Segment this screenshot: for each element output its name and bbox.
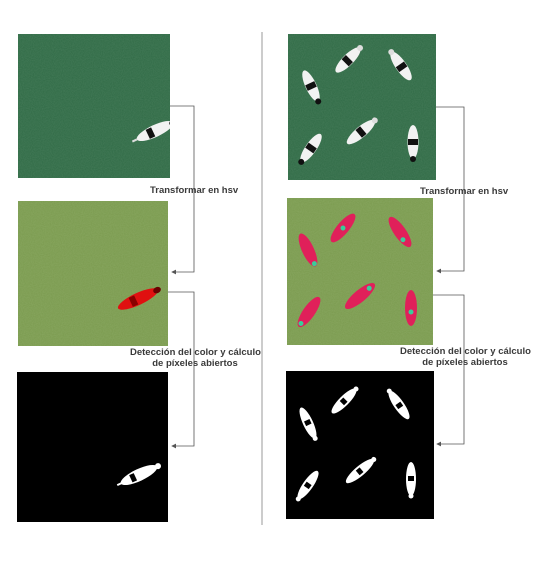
label-hsv-left: Transformar en hsv — [150, 185, 238, 196]
label-detection-right-line1: Detección del color y cálculo — [400, 346, 531, 357]
cow-icon — [297, 296, 321, 328]
left-hsv-image — [18, 201, 168, 346]
label-detection-right-line2: de píxeles abiertos — [422, 357, 508, 368]
label-hsv-right: Transformar en hsv — [420, 186, 508, 197]
right-original-image — [288, 34, 436, 180]
cow-icon — [116, 463, 162, 487]
right-mask-image — [286, 371, 434, 519]
cow-icon — [131, 119, 170, 143]
cow-icon — [302, 70, 322, 105]
cow-icon — [335, 44, 364, 73]
label-detection-left-line1: Detección del color y cálculo — [130, 347, 261, 358]
cow-icon — [346, 117, 378, 145]
cow-icon — [330, 213, 356, 243]
left-original-image — [18, 34, 170, 178]
cow-icon — [298, 233, 318, 267]
cow-icon — [407, 125, 419, 162]
left-mask-image — [17, 372, 168, 522]
connector-hsv-right — [436, 106, 465, 274]
label-hsv-right-text: Transformar en hsv — [420, 186, 509, 197]
cow-icon — [331, 386, 359, 414]
connector-hsv-left — [170, 105, 195, 275]
cow-icon — [406, 462, 416, 499]
cow-icon — [295, 470, 319, 502]
label-hsv-left-text: Transformar en hsv — [150, 185, 239, 196]
label-detection-left-line2: de píxeles abiertos — [152, 358, 238, 369]
connector-detection-left — [168, 291, 195, 449]
label-detection-right: Detección del color y cálculo de píxeles… — [400, 346, 531, 368]
label-detection-left: Detección del color y cálculo de píxeles… — [130, 347, 261, 369]
cow-icon — [344, 282, 376, 310]
connector-detection-right — [433, 294, 465, 447]
cow-icon — [386, 388, 410, 420]
right-hsv-image — [287, 198, 433, 345]
cow-icon — [299, 407, 318, 441]
cow-icon — [388, 49, 412, 81]
cow-icon — [298, 133, 322, 165]
cow-icon — [345, 456, 377, 484]
cow-icon — [388, 216, 412, 248]
cow-icon — [117, 286, 161, 310]
cow-icon — [405, 290, 417, 326]
